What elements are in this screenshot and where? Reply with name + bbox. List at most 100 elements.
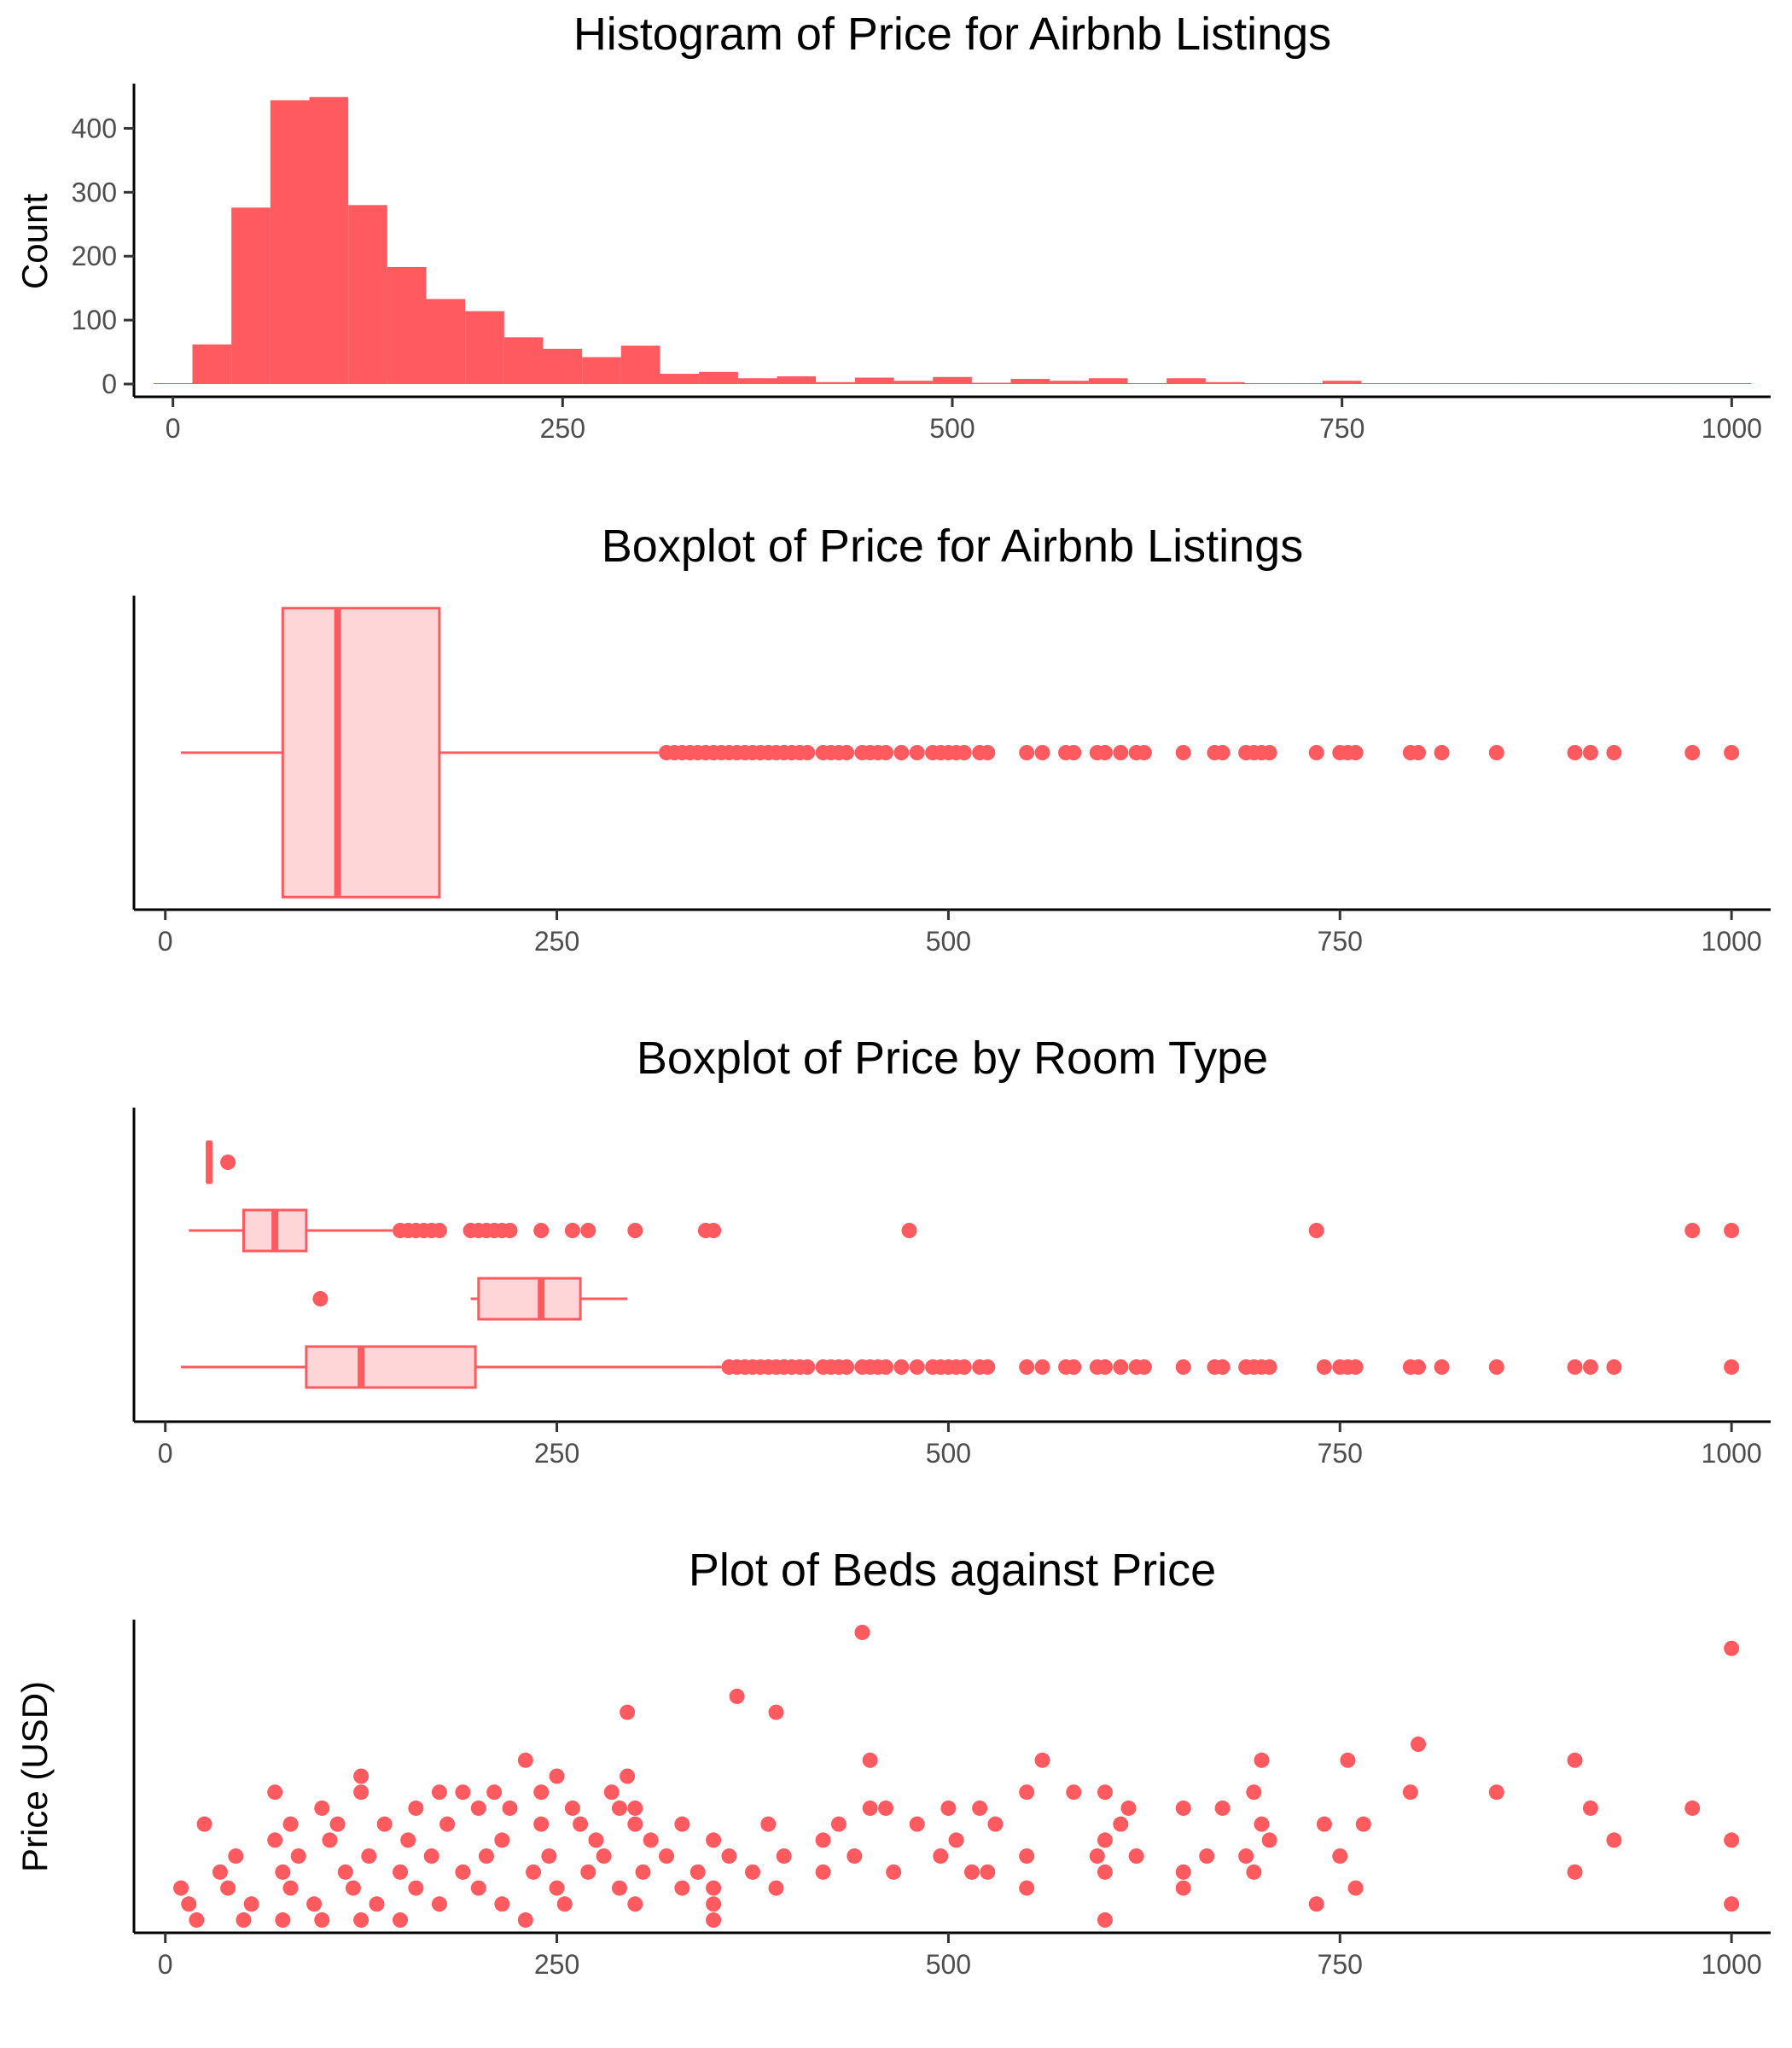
histogram-bar <box>660 374 700 385</box>
scatter-point <box>886 1864 902 1880</box>
scatter-point <box>408 1800 424 1816</box>
scatter-point <box>345 1880 361 1896</box>
y-tick-label: 400 <box>72 113 117 143</box>
scatter-point <box>1199 1848 1215 1865</box>
scatter-point <box>1582 1800 1598 1816</box>
scatter-point <box>212 1864 228 1880</box>
scatter-point <box>408 1880 424 1896</box>
scatter-point <box>1066 1784 1082 1801</box>
histogram-bar <box>1283 383 1323 385</box>
box-outlier-point <box>893 1359 910 1375</box>
scatter-point <box>689 1864 706 1880</box>
x-tick-label: 0 <box>158 1438 173 1469</box>
scatter-point <box>376 1816 393 1832</box>
boxplot-x-ticks: 0 250 500 750 1000 <box>158 910 1762 957</box>
scatter-point <box>220 1880 236 1896</box>
scatter-point <box>1019 1880 1035 1896</box>
scatter-point <box>627 1896 643 1912</box>
scatter-point <box>322 1832 338 1848</box>
scatter-point <box>1097 1832 1113 1848</box>
scatter-point <box>635 1864 651 1880</box>
scatter-point <box>494 1896 510 1912</box>
box-outlier-point <box>1488 1359 1504 1375</box>
scatter-point <box>1246 1864 1262 1880</box>
histogram-bar <box>1478 383 1518 385</box>
scatter-point <box>337 1864 353 1880</box>
scatter-point <box>1332 1848 1348 1865</box>
scatter-point <box>948 1832 964 1848</box>
scatter-point <box>470 1800 486 1816</box>
box-outlier-point <box>1724 1359 1740 1375</box>
scatter-point <box>173 1880 189 1896</box>
scatter-point <box>620 1704 636 1720</box>
box-outlier-point <box>1113 1359 1129 1375</box>
scatter-point <box>541 1848 557 1865</box>
scatter-point <box>674 1816 690 1832</box>
scatter-point <box>393 1864 409 1880</box>
box-outlier-point <box>1567 1359 1583 1375</box>
histogram-bar <box>1167 378 1206 385</box>
histogram-bar <box>1400 383 1440 385</box>
scatter-point <box>1411 1737 1427 1753</box>
scatter-point <box>267 1784 283 1801</box>
box-outlier-point <box>1113 745 1129 760</box>
scatter-point <box>455 1864 471 1880</box>
scatter-point <box>1254 1816 1270 1832</box>
histogram-bar <box>1322 381 1362 385</box>
scatter-point <box>353 1912 369 1929</box>
x-tick-label: 1000 <box>1702 926 1762 957</box>
scatter-point <box>1214 1800 1231 1816</box>
scatter-point <box>627 1816 643 1832</box>
scatter-point <box>760 1816 777 1832</box>
scatter-point <box>1238 1848 1254 1865</box>
scatter-point <box>181 1896 197 1912</box>
box-outlier-point <box>431 1223 447 1238</box>
scatter-point <box>830 1816 847 1832</box>
histogram-bar <box>192 344 232 385</box>
scatter-point <box>588 1832 604 1848</box>
box-outlier-point <box>1019 745 1035 760</box>
scatter-panel: Plot of Beds against Price Price (USD) 0… <box>15 1545 1771 1980</box>
histogram-bar <box>1517 383 1556 385</box>
box-iqr <box>281 607 441 899</box>
histogram-bar <box>777 376 817 385</box>
box-outlier-point <box>1097 745 1113 760</box>
box-outlier-point <box>980 1359 996 1375</box>
box-outlier-point <box>1684 745 1701 760</box>
histogram-bar <box>893 381 934 385</box>
box-outlier-point <box>980 745 996 760</box>
box-outlier-point <box>1606 745 1622 760</box>
box-outlier-point <box>1136 1359 1152 1375</box>
box-outlier-point <box>1066 1359 1082 1375</box>
scatter-point <box>431 1896 447 1912</box>
histogram-bar <box>309 96 349 385</box>
scatter-point <box>706 1880 722 1896</box>
scatter-point <box>478 1848 494 1865</box>
histogram-bar <box>1595 383 1635 385</box>
box-outlier-point <box>1019 1359 1035 1375</box>
scatter-point <box>282 1816 299 1832</box>
scatter-point <box>1340 1752 1356 1768</box>
scatter-point <box>573 1816 589 1832</box>
box-outlier-point <box>1411 745 1427 760</box>
scatter-point <box>620 1768 636 1784</box>
box-outlier-point <box>839 1359 855 1375</box>
box-outlier-point <box>893 745 910 760</box>
scatter-point <box>455 1784 471 1801</box>
box-outlier-point <box>956 745 972 760</box>
scatter-point <box>439 1816 456 1832</box>
box-outlier-point <box>1136 745 1152 760</box>
scatter-point <box>721 1848 737 1865</box>
box-outlier-point <box>1261 1359 1277 1375</box>
scatter-point <box>1402 1784 1418 1801</box>
x-tick-label: 0 <box>166 413 181 444</box>
scatter-point <box>674 1880 690 1896</box>
box-iqr <box>477 1277 582 1321</box>
histogram-bar <box>1088 378 1128 385</box>
scatter-point <box>815 1864 831 1880</box>
scatter-point <box>1724 1832 1740 1848</box>
scatter-point <box>627 1800 643 1816</box>
scatter-point <box>611 1800 627 1816</box>
box-outlier-point <box>877 1359 893 1375</box>
